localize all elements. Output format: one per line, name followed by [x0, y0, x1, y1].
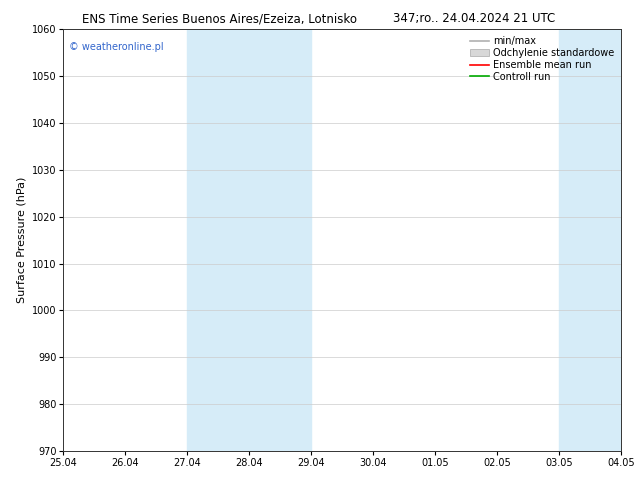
Bar	[188, 29, 311, 451]
Legend: min/max, Odchylenie standardowe, Ensemble mean run, Controll run: min/max, Odchylenie standardowe, Ensembl…	[468, 34, 616, 84]
Text: © weatheronline.pl: © weatheronline.pl	[69, 42, 164, 52]
Bar	[559, 29, 621, 451]
Text: ENS Time Series Buenos Aires/Ezeiza, Lotnisko: ENS Time Series Buenos Aires/Ezeiza, Lot…	[82, 12, 358, 25]
Y-axis label: Surface Pressure (hPa): Surface Pressure (hPa)	[16, 177, 26, 303]
Text: 347;ro.. 24.04.2024 21 UTC: 347;ro.. 24.04.2024 21 UTC	[393, 12, 555, 25]
